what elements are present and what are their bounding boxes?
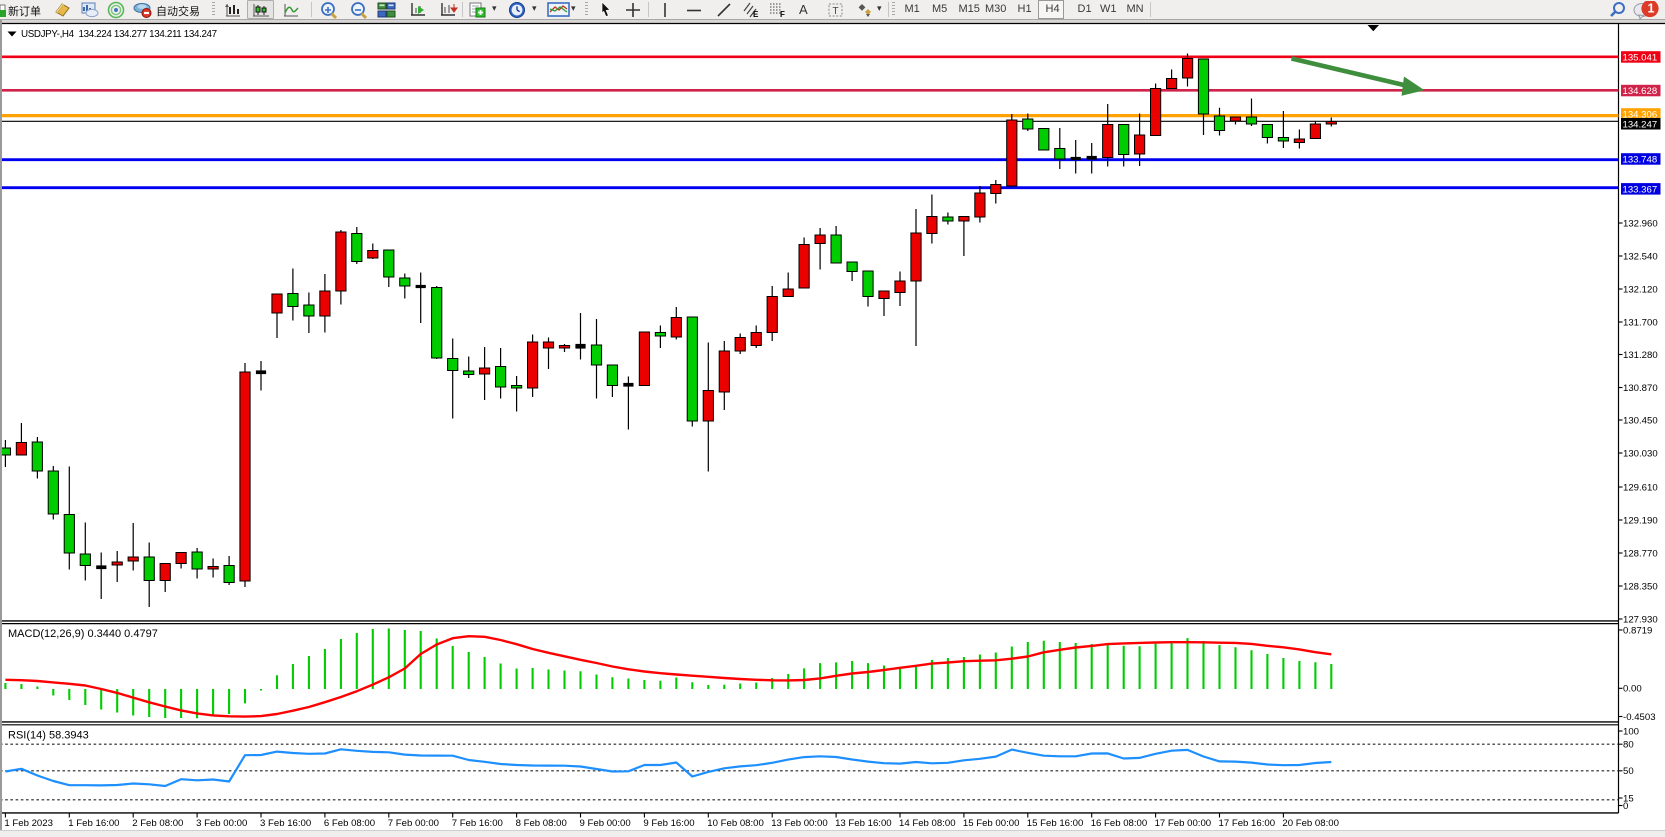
svg-text:20 Feb 08:00: 20 Feb 08:00 xyxy=(1282,818,1339,829)
svg-text:T: T xyxy=(833,6,839,17)
svg-text:132.540: 132.540 xyxy=(1623,251,1658,262)
svg-text:6 Feb 08:00: 6 Feb 08:00 xyxy=(324,818,375,829)
svg-text:0.00: 0.00 xyxy=(1623,684,1642,695)
svg-text:2 Feb 08:00: 2 Feb 08:00 xyxy=(132,818,183,829)
svg-text:F: F xyxy=(780,10,785,19)
svg-text:1 Feb 16:00: 1 Feb 16:00 xyxy=(68,818,119,829)
svg-text:13 Feb 00:00: 13 Feb 00:00 xyxy=(771,818,828,829)
svg-text:16 Feb 08:00: 16 Feb 08:00 xyxy=(1091,818,1148,829)
svg-text:130.870: 130.870 xyxy=(1623,383,1658,394)
svg-text:9 Feb 16:00: 9 Feb 16:00 xyxy=(643,818,694,829)
svg-text:USDJPY-,H4 134.224 134.277 13: USDJPY-,H4 134.224 134.277 134.211 134.2… xyxy=(21,29,217,40)
svg-text:134.306: 134.306 xyxy=(1623,109,1658,120)
svg-text:0.8719: 0.8719 xyxy=(1623,625,1652,636)
svg-text:132.960: 132.960 xyxy=(1623,218,1658,229)
svg-text:9 Feb 00:00: 9 Feb 00:00 xyxy=(580,818,631,829)
svg-text:8 Feb 08:00: 8 Feb 08:00 xyxy=(516,818,567,829)
svg-text:-0.4503: -0.4503 xyxy=(1623,712,1656,723)
svg-text:134.628: 134.628 xyxy=(1623,86,1658,97)
svg-text:MACD(12,26,9) 0.3440 0.4797: MACD(12,26,9) 0.3440 0.4797 xyxy=(8,628,158,640)
svg-text:131.280: 131.280 xyxy=(1623,350,1658,361)
svg-text:100: 100 xyxy=(1623,726,1639,737)
svg-text:130.030: 130.030 xyxy=(1623,448,1658,459)
svg-text:7 Feb 00:00: 7 Feb 00:00 xyxy=(388,818,439,829)
svg-text:132.120: 132.120 xyxy=(1623,284,1658,295)
svg-text:130.450: 130.450 xyxy=(1623,415,1658,426)
svg-text:129.610: 129.610 xyxy=(1623,482,1658,493)
svg-text:1: 1 xyxy=(1648,2,1655,16)
svg-text:128.770: 128.770 xyxy=(1623,548,1658,559)
svg-text:15 Feb 00:00: 15 Feb 00:00 xyxy=(963,818,1020,829)
svg-text:134.247: 134.247 xyxy=(1623,119,1658,130)
svg-text:50: 50 xyxy=(1623,766,1634,777)
svg-text:15 Feb 16:00: 15 Feb 16:00 xyxy=(1027,818,1084,829)
svg-text:17 Feb 00:00: 17 Feb 00:00 xyxy=(1155,818,1212,829)
svg-text:0: 0 xyxy=(1623,801,1628,812)
svg-text:1 Feb 2023: 1 Feb 2023 xyxy=(4,818,53,829)
svg-text:131.700: 131.700 xyxy=(1623,317,1658,328)
svg-text:E: E xyxy=(753,10,759,19)
svg-text:127.930: 127.930 xyxy=(1623,614,1658,625)
svg-text:15: 15 xyxy=(1623,793,1634,804)
svg-text:RSI(14) 58.3943: RSI(14) 58.3943 xyxy=(8,730,89,742)
svg-text:17 Feb 16:00: 17 Feb 16:00 xyxy=(1219,818,1276,829)
svg-text:13 Feb 16:00: 13 Feb 16:00 xyxy=(835,818,892,829)
svg-text:135.041: 135.041 xyxy=(1623,53,1658,64)
svg-text:14 Feb 08:00: 14 Feb 08:00 xyxy=(899,818,956,829)
svg-text:128.350: 128.350 xyxy=(1623,581,1658,592)
svg-text:129.190: 129.190 xyxy=(1623,515,1658,526)
svg-text:7 Feb 16:00: 7 Feb 16:00 xyxy=(452,818,503,829)
svg-text:10 Feb 08:00: 10 Feb 08:00 xyxy=(707,818,764,829)
svg-text:80: 80 xyxy=(1623,740,1634,751)
svg-text:133.367: 133.367 xyxy=(1623,184,1658,195)
svg-text:3 Feb 16:00: 3 Feb 16:00 xyxy=(260,818,311,829)
svg-text:133.748: 133.748 xyxy=(1623,154,1658,165)
svg-text:3 Feb 00:00: 3 Feb 00:00 xyxy=(196,818,247,829)
